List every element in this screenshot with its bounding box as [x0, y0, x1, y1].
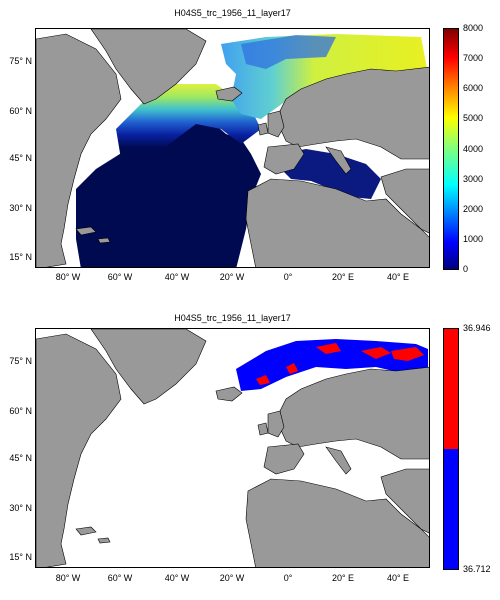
map1-colorbar-tick: 4000: [463, 144, 484, 154]
map2-lat-label: 15° N: [9, 552, 32, 562]
map2-colorbar: [443, 328, 459, 570]
map2-data-field: [236, 339, 428, 391]
map2-lon-label: 60° W: [107, 573, 133, 583]
map1-colorbar-tick: 2000: [463, 204, 484, 214]
map2-colorbar-tick: 36.946: [463, 323, 491, 333]
map1-svg: [36, 29, 429, 267]
map1-colorbar-tick: 3000: [463, 174, 484, 184]
map1-lat-label: 30° N: [9, 203, 32, 213]
map1-plot[interactable]: [35, 28, 430, 268]
map1-lon-label: 40° W: [164, 272, 190, 282]
map2-lon-label: 80° W: [55, 573, 81, 583]
map1-colorbar-tick: 6000: [463, 83, 484, 93]
map2-lon-label: 40° E: [386, 573, 410, 583]
map2-title: H04S5_trc_1956_11_layer17: [174, 313, 291, 323]
map2-lat-label: 30° N: [9, 503, 32, 513]
map1-land: [36, 29, 429, 267]
map2-lon-label: 20° E: [331, 573, 355, 583]
map2-plot[interactable]: [35, 328, 430, 568]
map2-lon-label: 0°: [283, 573, 293, 583]
map2-lat-label: 75° N: [9, 356, 32, 366]
map2-land: [36, 329, 429, 567]
map1-colorbar-tick: 8000: [463, 23, 484, 33]
map1-lat-label: 75° N: [9, 56, 32, 66]
map2-lat-label: 45° N: [9, 453, 32, 463]
map2-svg: [36, 329, 429, 567]
map1-lon-label: 60° W: [107, 272, 133, 282]
map2-lon-label: 20° W: [219, 573, 245, 583]
map1-title: H04S5_trc_1956_11_layer17: [174, 8, 291, 18]
map1-lon-label: 20° E: [331, 272, 355, 282]
map1-lat-label: 45° N: [9, 153, 32, 163]
map1-colorbar-tick: 7000: [463, 53, 484, 63]
map2-lat-label: 60° N: [9, 406, 32, 416]
map1-lat-label: 15° N: [9, 252, 32, 262]
map1-lat-label: 60° N: [9, 106, 32, 116]
map1-data-field: [76, 34, 428, 267]
map2-colorbar-tick: 36.712: [463, 564, 491, 574]
map1-lon-label: 80° W: [55, 272, 81, 282]
map1-lon-label: 40° E: [386, 272, 410, 282]
map1-colorbar-tick: 1000: [463, 234, 484, 244]
map1-colorbar: [443, 28, 459, 270]
map1-colorbar-tick: 0: [463, 264, 469, 274]
map1-lon-label: 20° W: [219, 272, 245, 282]
map1-colorbar-tick: 5000: [463, 113, 484, 123]
map1-lon-label: 0°: [283, 272, 293, 282]
map2-lon-label: 40° W: [164, 573, 190, 583]
